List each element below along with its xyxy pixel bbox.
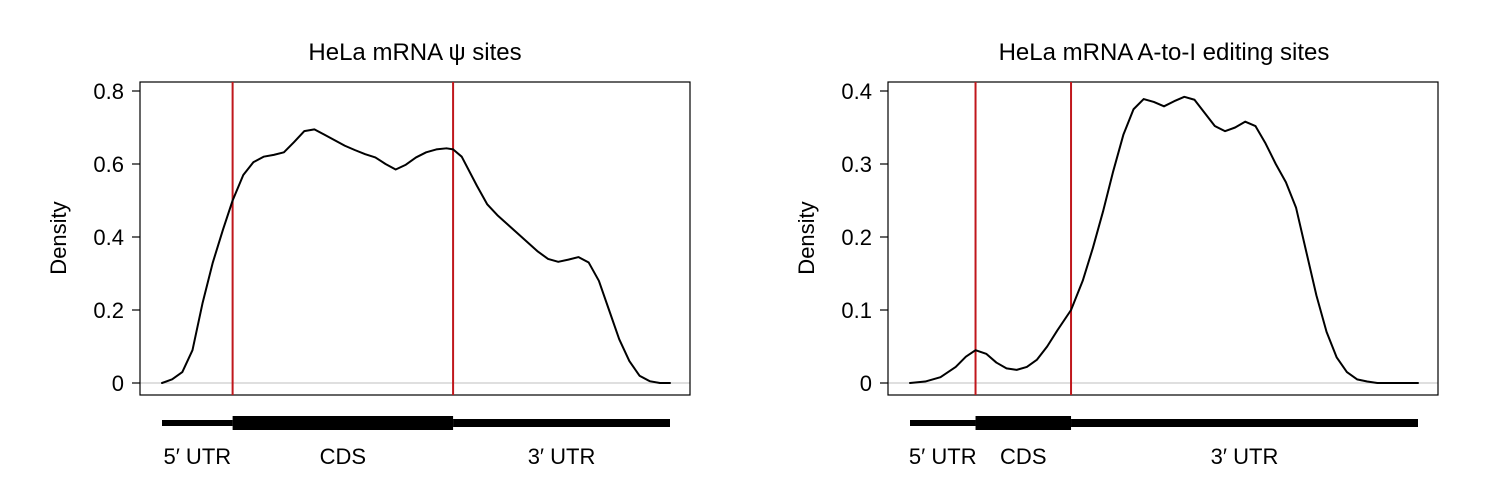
transcript-region-bar bbox=[1071, 419, 1418, 427]
y-tick-label: 0.2 bbox=[93, 298, 124, 323]
panel-a-to-i-editing-sites: HeLa mRNA A-to-I editing sites 0 0.1 0.2 0.3… bbox=[794, 39, 1439, 469]
transcript-region-bar bbox=[975, 416, 1072, 430]
y-tick-label: 0 bbox=[112, 371, 124, 396]
region-label: CDS bbox=[1000, 444, 1046, 469]
transcript-region-bar bbox=[453, 419, 670, 427]
y-axis-label: Density bbox=[794, 201, 819, 274]
y-axis-label: Density bbox=[46, 201, 71, 274]
region-label: 3′ UTR bbox=[1211, 444, 1279, 469]
plot-frame bbox=[139, 81, 691, 396]
region-label: CDS bbox=[320, 444, 366, 469]
y-tick-label: 0.8 bbox=[93, 79, 124, 104]
plot-frame bbox=[887, 81, 1439, 396]
density-curve bbox=[161, 128, 671, 384]
y-tick-label: 0.6 bbox=[93, 152, 124, 177]
y-tick-label: 0.1 bbox=[841, 298, 872, 323]
density-curve bbox=[909, 95, 1419, 384]
region-label: 5′ UTR bbox=[163, 444, 231, 469]
y-tick-label: 0 bbox=[860, 371, 872, 396]
y-tick-label: 0.4 bbox=[841, 79, 872, 104]
y-tick-label: 0.3 bbox=[841, 152, 872, 177]
y-tick-label: 0.2 bbox=[841, 225, 872, 250]
transcript-region-bar bbox=[162, 420, 233, 426]
transcript-region-bar bbox=[232, 416, 454, 430]
region-label: 5′ UTR bbox=[909, 444, 977, 469]
panel-psi-sites: HeLa mRNA ψ sites 0 0.2 0.4 0.6 0.8 Density 5′ … bbox=[46, 39, 691, 469]
chart-title: HeLa mRNA ψ sites bbox=[308, 39, 521, 66]
y-tick-label: 0.4 bbox=[93, 225, 124, 250]
region-label: 3′ UTR bbox=[528, 444, 596, 469]
transcript-region-bar bbox=[910, 420, 976, 426]
chart-title: HeLa mRNA A-to-I editing sites bbox=[999, 39, 1330, 66]
